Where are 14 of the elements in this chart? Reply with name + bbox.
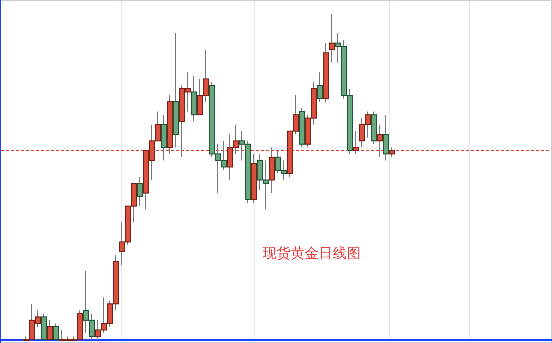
candlestick [329,14,335,64]
text: 现货黄金日线图 [263,246,361,262]
candlestick [353,130,359,155]
candlestick [161,114,167,162]
candlestick [317,72,323,103]
candlestick [137,176,143,207]
candlestick [53,323,59,340]
candlestick [389,147,395,158]
candlestick [41,313,47,340]
candlestick [47,320,53,340]
candlestick [377,124,383,158]
candlestick [191,75,197,122]
candlestick [383,114,389,162]
candlestick [269,147,275,194]
